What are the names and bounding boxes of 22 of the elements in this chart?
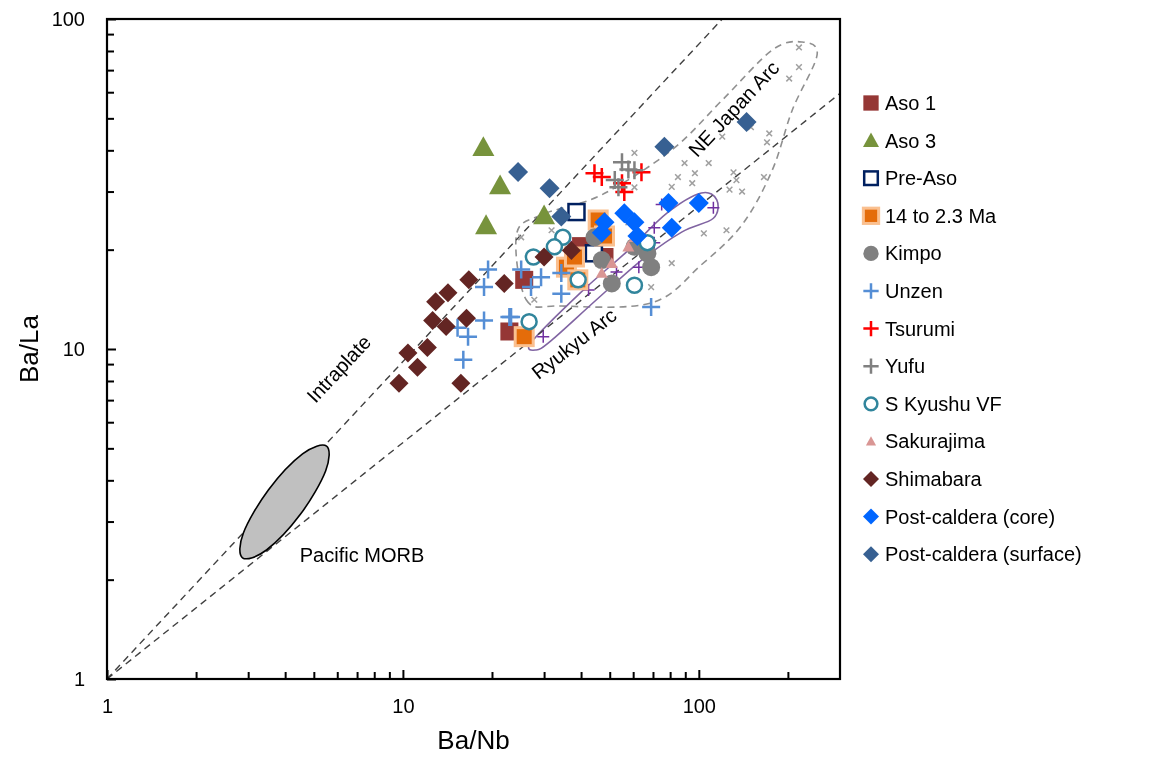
x-tick-label: 100 — [682, 695, 716, 718]
legend-label: Sakurajima — [885, 430, 986, 453]
y-axis-title: Ba/La — [14, 314, 44, 383]
x-tick-label: 10 — [392, 695, 415, 718]
y-tick-label: 10 — [62, 337, 85, 360]
x-axis-title: Ba/Nb — [437, 725, 510, 755]
legend-label: Shimabara — [885, 468, 983, 490]
legend-label: Aso 3 — [885, 129, 937, 152]
legend-label: 14 to 2.3 Ma — [885, 204, 998, 227]
legend-label: Yufu — [885, 355, 926, 378]
legend-label: Tsurumi — [885, 317, 956, 340]
legend-label: Unzen — [885, 280, 943, 302]
y-tick-label: 1 — [73, 667, 85, 690]
legend-label: S Kyushu VF — [885, 392, 1002, 415]
legend-label: Aso 1 — [885, 92, 937, 114]
annotation: Pacific MORB — [299, 544, 425, 567]
legend-label: Kimpo — [885, 242, 942, 265]
legend-label: Post-caldera (core) — [885, 505, 1056, 528]
y-tick-label: 100 — [51, 7, 85, 30]
x-tick-label: 1 — [101, 695, 114, 718]
legend-label: Post-caldera (surface) — [885, 543, 1082, 566]
legend-label: Pre-Aso — [885, 167, 958, 190]
